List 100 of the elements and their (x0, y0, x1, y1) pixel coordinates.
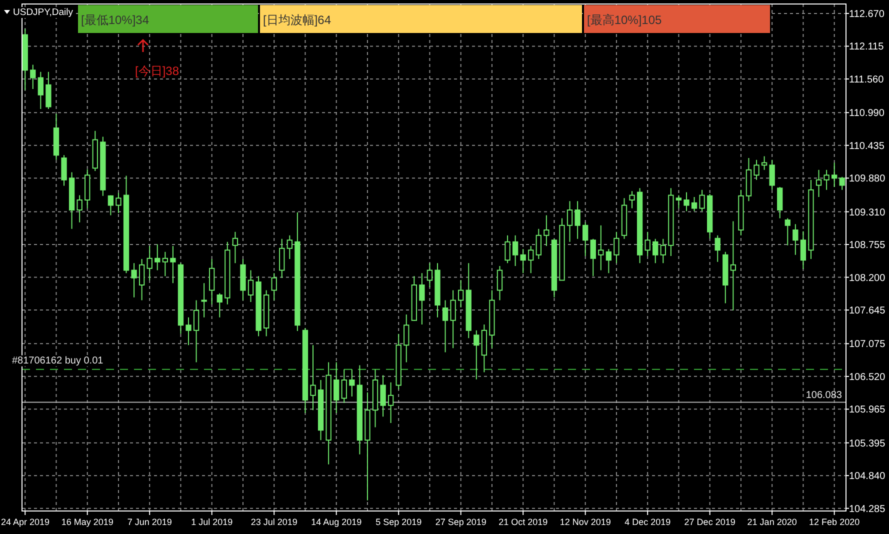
candlestick (318, 379, 324, 441)
x-tick-label: 27 Dec 2019 (684, 517, 736, 527)
candlestick (559, 218, 565, 281)
candlestick (326, 362, 332, 465)
candlestick (38, 71, 44, 110)
y-tick-label: 108.755 (849, 240, 886, 252)
candlestick (108, 194, 114, 216)
candlestick (466, 262, 472, 339)
candlestick (691, 196, 698, 212)
candlestick (61, 154, 67, 186)
candlestick (349, 368, 355, 397)
candlestick (22, 28, 28, 91)
candlestick (660, 238, 666, 264)
x-tick-label: 16 May 2019 (61, 517, 114, 527)
candlestick (310, 344, 316, 411)
ref-line-label: 106.083 (806, 390, 842, 402)
y-tick-label: 112.115 (849, 42, 884, 53)
y-tick-label: 106.520 (849, 372, 886, 383)
candlestick (92, 130, 98, 172)
candlestick (730, 220, 736, 311)
candlestick (808, 179, 814, 260)
x-tick-label: 24 Apr 2019 (1, 517, 50, 527)
candlestick (777, 186, 783, 219)
candlestick (123, 175, 130, 274)
candlestick (489, 290, 495, 349)
candlestick (536, 228, 542, 260)
y-tick-label: 109.880 (849, 174, 886, 185)
candlestick (216, 292, 222, 318)
candlestick (286, 234, 292, 260)
candlestick (792, 224, 798, 256)
candlestick (84, 168, 90, 209)
candlestick (341, 368, 347, 404)
candlestick (761, 156, 768, 170)
candlestick (707, 194, 713, 239)
candlestick (279, 238, 285, 278)
candlestick (186, 316, 192, 346)
candlestick (582, 222, 588, 257)
candlestick (356, 364, 363, 455)
x-tick-label: 7 Jun 2019 (127, 517, 172, 527)
candlestick (162, 251, 168, 277)
x-tick-label: 4 Dec 2019 (624, 517, 671, 527)
candlestick (201, 282, 207, 318)
candlestick (831, 162, 838, 188)
candlestick (68, 172, 75, 230)
candlestick (426, 262, 433, 288)
candlestick (574, 200, 580, 240)
candlestick (738, 189, 744, 236)
candlestick (193, 300, 200, 363)
candlestick (434, 262, 440, 318)
candlestick (138, 258, 145, 301)
candlestick (636, 188, 643, 264)
candlestick (684, 192, 690, 212)
x-tick-label: 21 Jan 2020 (747, 517, 797, 527)
candlestick (769, 159, 775, 190)
y-tick-label: 109.310 (849, 207, 886, 218)
y-tick-label: 108.200 (849, 272, 886, 284)
candlestick (396, 333, 402, 390)
candlestick (411, 276, 417, 322)
y-tick-label: 105.965 (849, 404, 886, 416)
candlestick (209, 258, 215, 305)
candlestick (302, 328, 308, 414)
candlestick (824, 169, 830, 190)
candlestick (504, 234, 510, 264)
candlestick (294, 212, 300, 332)
candlestick (784, 218, 790, 246)
y-tick-label: 104.840 (849, 471, 886, 482)
candlestick (442, 300, 448, 353)
candlestick (644, 231, 650, 257)
candlestick (116, 192, 122, 214)
candlestick (256, 276, 262, 337)
candlestick (178, 262, 184, 334)
candlestick (404, 314, 410, 363)
candlestick (30, 64, 36, 90)
candlestick (474, 330, 480, 380)
y-tick-label: 110.990 (849, 108, 885, 120)
candlestick (154, 244, 160, 271)
candlestick (240, 258, 246, 301)
candlestick (839, 176, 845, 190)
y-tick-label: 107.075 (849, 339, 886, 350)
candlestick (263, 290, 270, 337)
annotation: [最低10%]34 (81, 13, 150, 27)
candlestick (248, 270, 254, 303)
candlestick (652, 238, 658, 264)
x-tick-label: 27 Sep 2019 (435, 517, 486, 527)
candlestick (800, 230, 806, 270)
annotation: [日均波幅]64 (263, 13, 332, 27)
candlestick (512, 234, 518, 267)
annotation: [最高10%]105 (587, 13, 662, 27)
candlestick (566, 200, 573, 242)
candlestick (496, 266, 503, 301)
y-tick-label: 110.435 (849, 140, 885, 152)
y-tick-label: 104.285 (849, 504, 886, 515)
candlestick (53, 113, 60, 160)
x-tick-label: 12 Feb 2020 (809, 517, 860, 527)
chart-title: USDJPY,Daily (13, 7, 74, 18)
candlestick (372, 368, 378, 428)
x-tick-label: 12 Nov 2019 (560, 517, 611, 527)
x-tick-label: 23 Jul 2019 (250, 517, 298, 527)
candlestick (544, 214, 550, 246)
candlestick (450, 290, 456, 349)
